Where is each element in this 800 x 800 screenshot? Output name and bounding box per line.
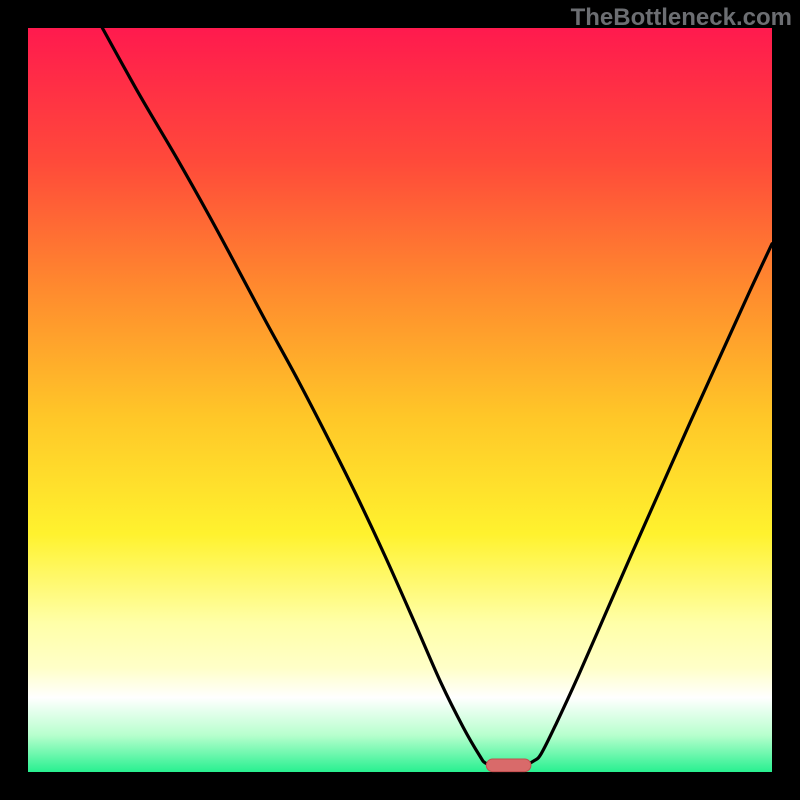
chart-container: TheBottleneck.com (0, 0, 800, 800)
gradient-plot-area (28, 28, 772, 772)
watermark-label: TheBottleneck.com (571, 4, 792, 32)
bottleneck-chart (0, 0, 800, 800)
optimal-marker (486, 759, 531, 772)
